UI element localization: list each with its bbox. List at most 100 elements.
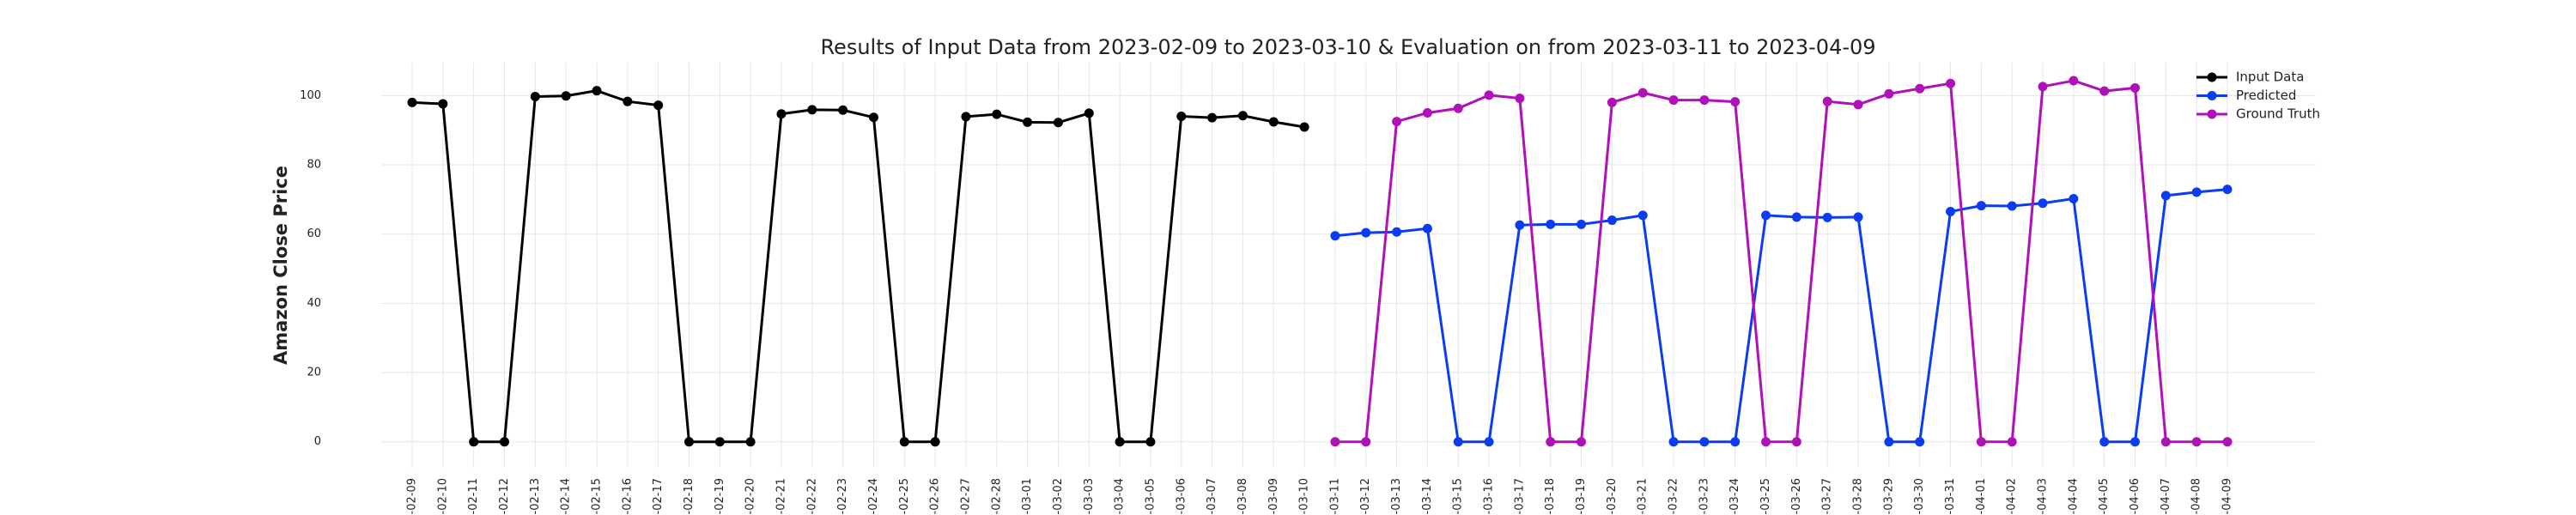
- data-point: [1976, 201, 1986, 211]
- data-point: [2099, 86, 2110, 96]
- x-tick-label: 2023-02-16: [621, 478, 634, 515]
- data-point: [1145, 437, 1156, 447]
- data-point: [2222, 437, 2233, 447]
- data-point: [1023, 117, 1033, 127]
- data-point: [1668, 95, 1679, 106]
- data-point: [2130, 82, 2141, 93]
- data-point: [1084, 108, 1094, 118]
- data-point: [1115, 437, 1125, 447]
- data-point: [683, 437, 694, 447]
- data-point: [2160, 437, 2171, 447]
- x-tick-label: 2023-03-23: [1698, 478, 1710, 515]
- data-point: [838, 105, 848, 115]
- data-point: [807, 105, 817, 115]
- data-point: [2038, 82, 2048, 92]
- x-tick-label: 2023-04-01: [1975, 478, 1988, 515]
- x-tick-label: 2023-02-15: [590, 478, 603, 515]
- x-tick-label: 2023-03-13: [1390, 478, 1403, 515]
- data-point: [1915, 437, 1925, 447]
- data-point: [1946, 78, 1956, 88]
- data-point: [1637, 210, 1648, 221]
- data-point: [1361, 227, 1371, 238]
- data-point: [868, 112, 878, 123]
- data-point: [2007, 437, 2017, 447]
- data-point: [1422, 223, 1432, 233]
- data-point: [1884, 437, 1894, 447]
- x-tick-label: 2023-03-15: [1452, 478, 1465, 515]
- data-point: [1791, 437, 1801, 447]
- x-tick-label: 2023-02-25: [898, 478, 911, 515]
- y-tick-label: 40: [307, 297, 321, 310]
- data-point: [1607, 97, 1617, 107]
- data-point: [2069, 76, 2079, 86]
- data-point: [1422, 107, 1432, 118]
- x-tick-label: 2023-03-24: [1728, 478, 1741, 515]
- x-tick-label: 2023-02-22: [805, 478, 818, 515]
- x-tick-label: 2023-03-25: [1759, 478, 1772, 515]
- x-tick-label: 2023-02-27: [959, 478, 972, 515]
- data-point: [1822, 96, 1832, 106]
- data-point: [1515, 94, 1525, 104]
- data-point: [1761, 437, 1771, 447]
- x-tick-label: 2023-04-05: [2098, 478, 2111, 515]
- data-point: [1237, 111, 1248, 121]
- x-tick-label: 2023-03-16: [1483, 478, 1496, 515]
- x-tick-label: 2023-03-02: [1052, 478, 1065, 515]
- data-point: [930, 437, 940, 447]
- data-point: [1668, 437, 1679, 447]
- x-tick-label: 2023-02-26: [929, 478, 942, 515]
- data-point: [2069, 194, 2079, 204]
- x-tick-label: 2023-04-03: [2037, 478, 2050, 515]
- series-line: [1334, 79, 2227, 444]
- data-point: [653, 100, 664, 111]
- y-tick-label: 100: [300, 89, 321, 102]
- x-tick-label: 2023-03-10: [1298, 478, 1311, 515]
- x-tick-label: 2023-02-17: [652, 478, 665, 515]
- x-tick-label: 2023-03-27: [1821, 478, 1834, 515]
- data-point: [1207, 112, 1218, 123]
- data-point: [2191, 187, 2202, 197]
- x-tick-label: 2023-03-11: [1328, 478, 1341, 515]
- data-point: [499, 437, 509, 447]
- x-tick-label: 2023-02-19: [714, 478, 726, 515]
- chart-title: Results of Input Data from 2023-02-09 to…: [820, 35, 1875, 59]
- x-tick-label: 2023-02-12: [498, 478, 511, 515]
- x-tick-label: 2023-03-08: [1236, 478, 1249, 515]
- data-point: [1946, 206, 1956, 216]
- data-point: [1915, 83, 1925, 94]
- x-tick-label: 2023-04-08: [2190, 478, 2203, 515]
- data-point: [1330, 231, 1340, 241]
- data-point: [2038, 198, 2048, 209]
- y-tick-label: 0: [314, 435, 321, 448]
- data-point: [1453, 437, 1463, 447]
- y-tick-label: 80: [307, 159, 321, 172]
- data-point: [1761, 210, 1771, 221]
- data-point: [1822, 212, 1832, 222]
- x-tick-label: 2023-02-09: [406, 478, 419, 515]
- data-point: [469, 437, 479, 447]
- data-point: [1392, 227, 1402, 237]
- x-tick-label: 2023-02-10: [436, 478, 449, 515]
- x-tick-label: 2023-02-14: [560, 478, 573, 515]
- data-point: [1330, 437, 1340, 447]
- x-tick-label: 2023-03-31: [1944, 478, 1957, 515]
- data-point: [1299, 122, 1309, 132]
- data-point: [2222, 185, 2233, 195]
- x-tick-label: 2023-03-26: [1790, 478, 1803, 515]
- legend-label: Input Data: [2236, 70, 2304, 85]
- data-point: [1053, 118, 1063, 128]
- data-point: [1884, 88, 1894, 99]
- data-point: [1699, 95, 1710, 106]
- x-tick-label: 2023-03-18: [1544, 478, 1557, 515]
- data-point: [1392, 117, 1402, 127]
- data-point: [1484, 90, 1494, 100]
- x-tick-label: 2023-02-28: [990, 478, 1003, 515]
- data-point: [2191, 437, 2202, 447]
- x-tick-label: 2023-02-11: [467, 478, 480, 515]
- x-tick-label: 2023-03-17: [1513, 478, 1526, 515]
- data-point: [1453, 103, 1463, 113]
- x-tick-label: 2023-03-12: [1359, 478, 1372, 515]
- y-tick-label: 20: [307, 367, 321, 379]
- x-tick-label: 2023-03-20: [1606, 478, 1619, 515]
